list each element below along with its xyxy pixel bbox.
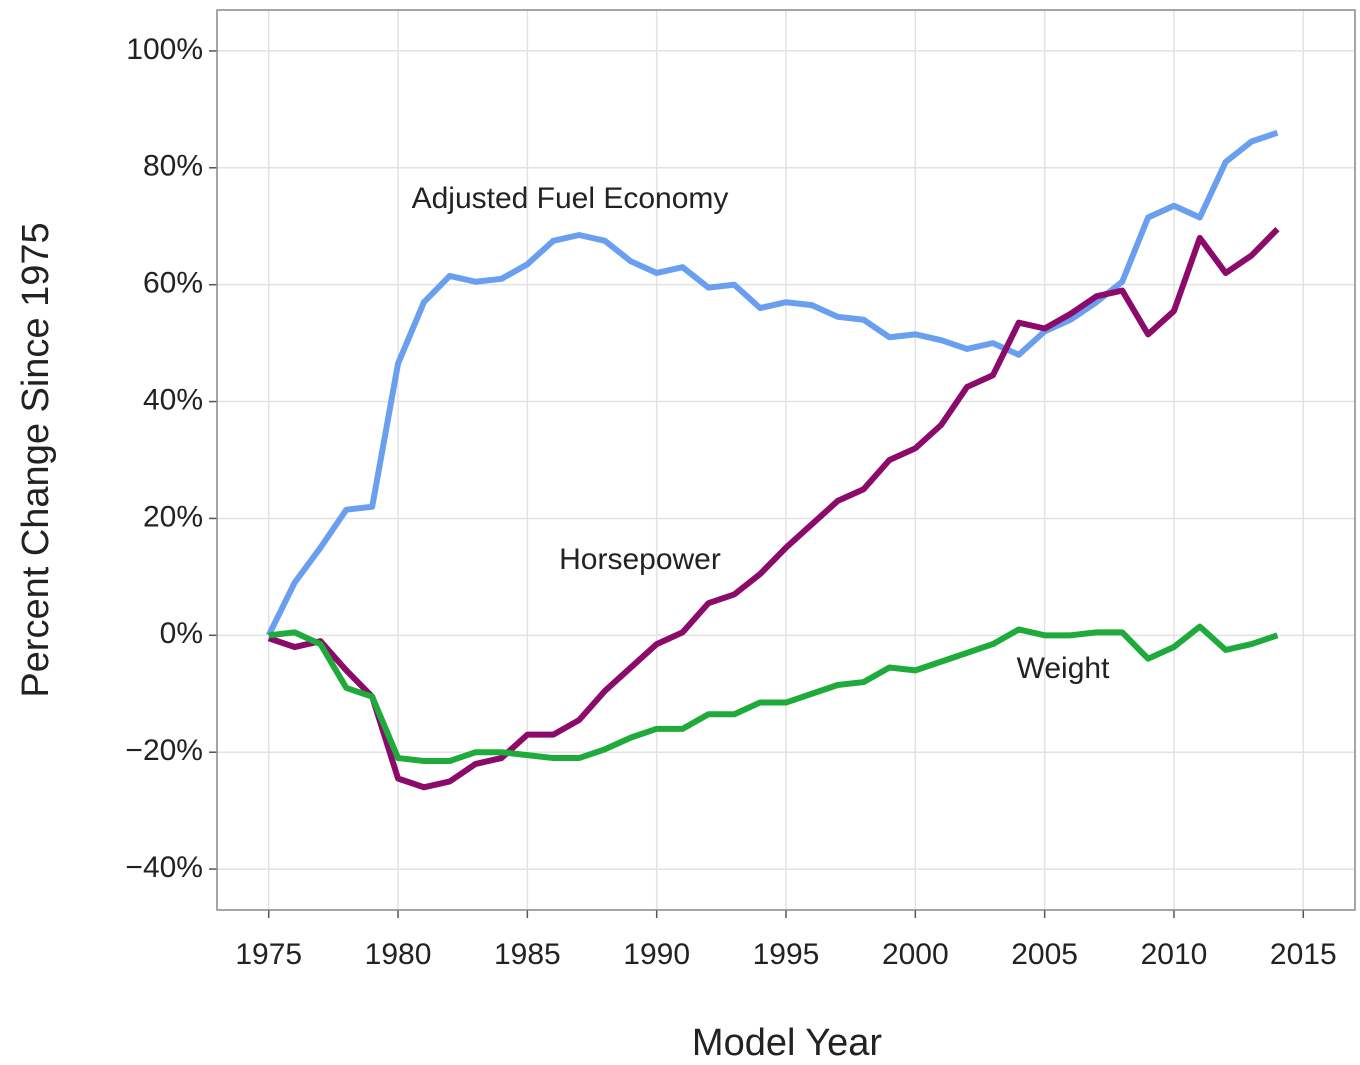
line-series [268,623,1279,764]
x-tick-label: 1980 [365,938,432,971]
y-tick-label: 0% [160,617,203,650]
x-tick-label: 1990 [623,938,690,971]
y-axis-label: Percent Change Since 1975 [15,222,57,697]
series-label: Adjusted Fuel Economy [412,182,729,215]
y-tick-label: −20% [125,734,203,767]
series-label: Weight [1017,652,1110,685]
series-label: Horsepower [559,543,721,576]
y-tick-label: −40% [125,851,203,884]
x-tick-label: 1995 [753,938,820,971]
y-tick-label: 40% [143,383,203,416]
x-axis-label: Model Year [692,1022,882,1064]
x-tick-label: 1985 [494,938,561,971]
x-tick-label: 2015 [1270,938,1337,971]
y-tick-label: 60% [143,267,203,300]
y-tick-label: 100% [126,33,203,66]
x-tick-label: 2000 [882,938,949,971]
line-series [267,227,1280,791]
y-tick-label: 80% [143,150,203,183]
plot-border [216,9,1356,911]
x-tick-label: 2010 [1141,938,1208,971]
x-tick-label: 1975 [235,938,302,971]
x-tick-label: 2005 [1011,938,1078,971]
y-tick-label: 20% [143,500,203,533]
